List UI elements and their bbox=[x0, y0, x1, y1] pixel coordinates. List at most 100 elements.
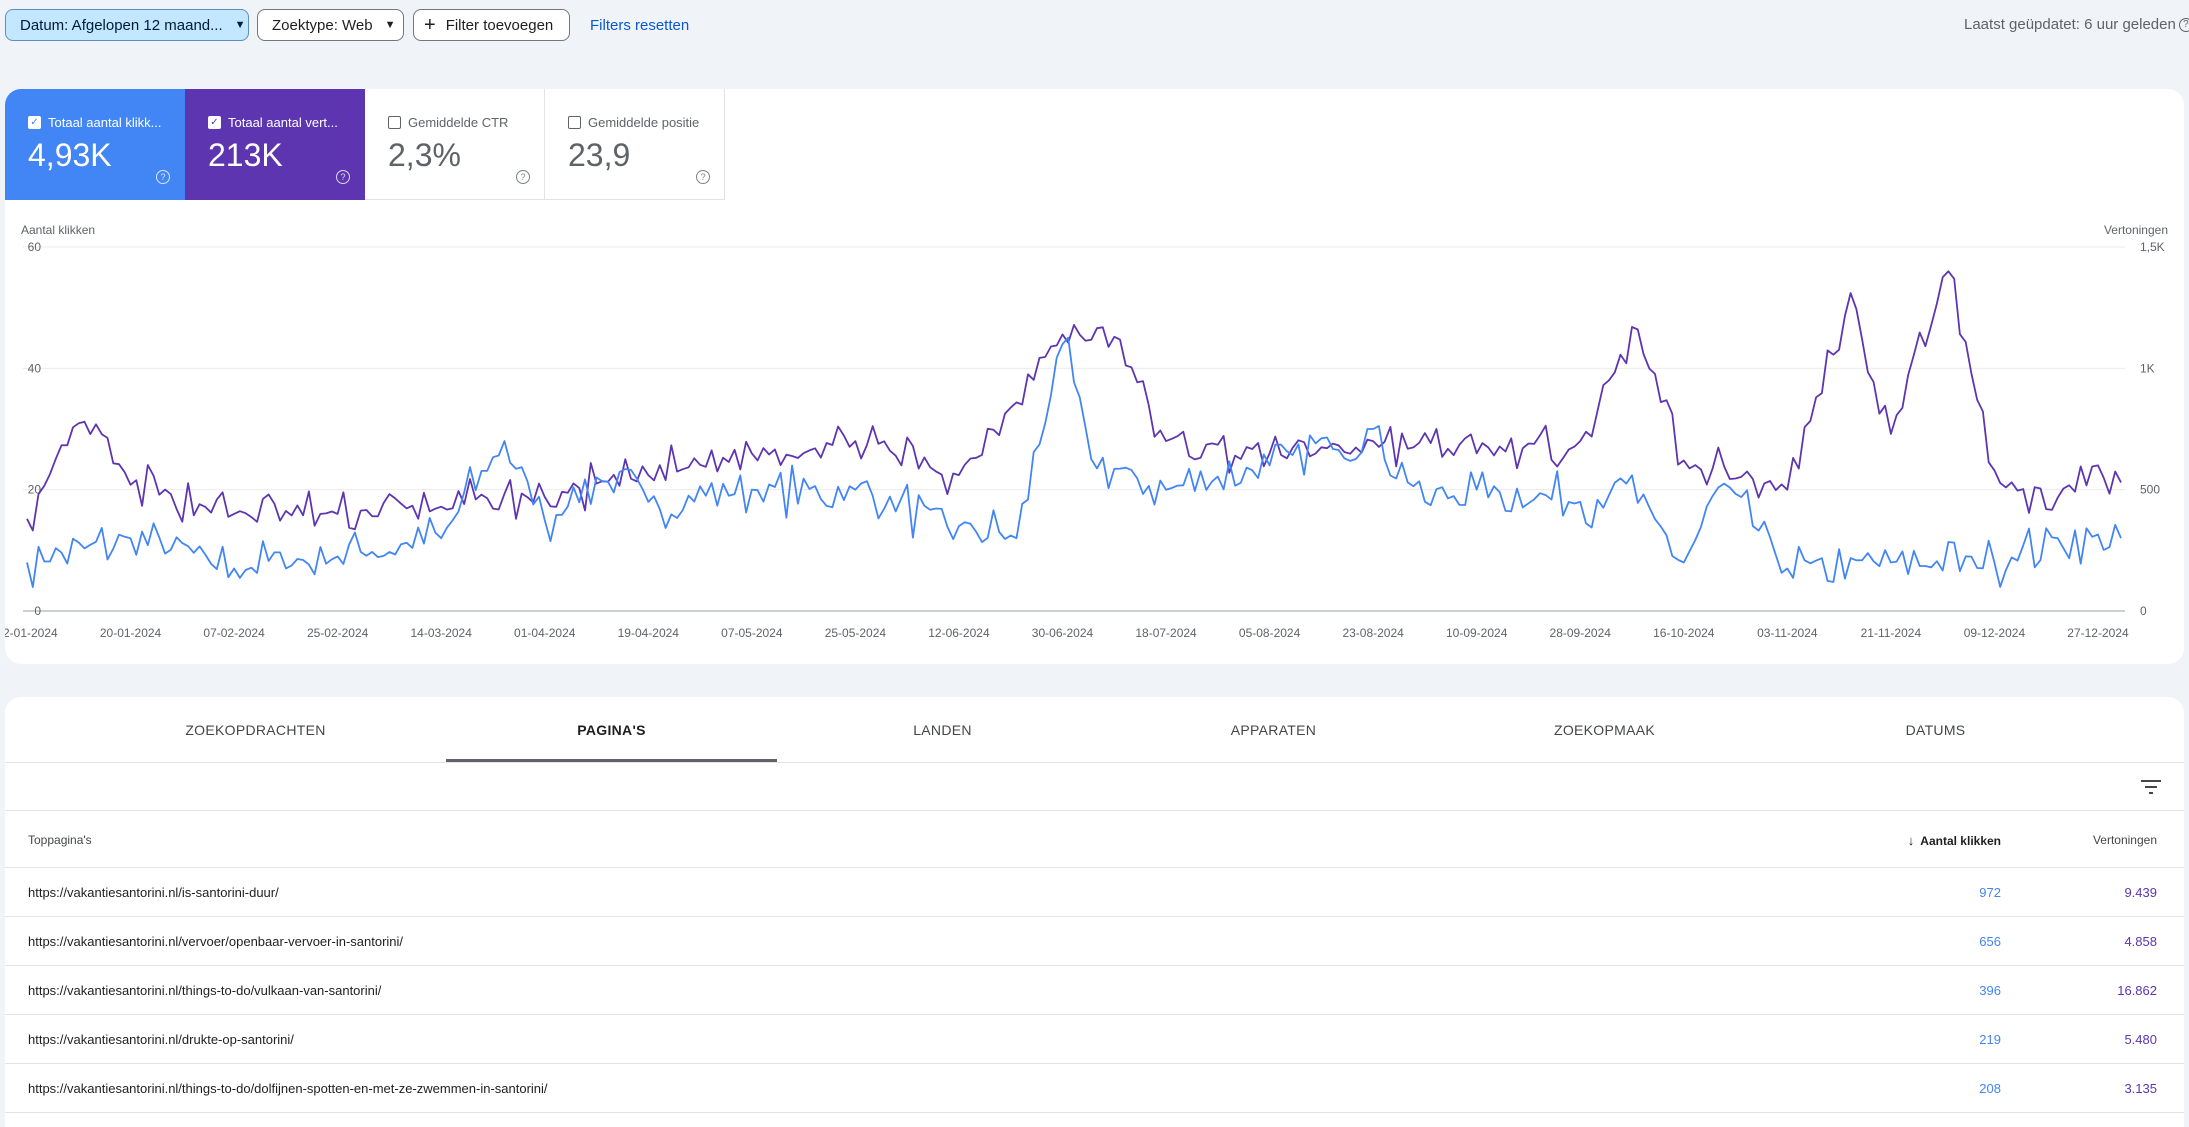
row-url[interactable]: https://vakantiesantorini.nl/things-to-d… bbox=[28, 983, 382, 998]
metric-average-position[interactable]: Gemiddelde positie 23,9 ? bbox=[545, 89, 725, 200]
y-tick-left: 40 bbox=[28, 361, 42, 375]
metric-label: Totaal aantal klikk... bbox=[48, 115, 162, 130]
filter-list-icon[interactable] bbox=[2141, 779, 2161, 795]
table-row[interactable]: https://vakantiesantorini.nl/things-to-d… bbox=[5, 966, 2184, 1015]
metric-average-ctr[interactable]: Gemiddelde CTR 2,3% ? bbox=[365, 89, 545, 200]
metric-value: 2,3% bbox=[388, 137, 461, 173]
x-tick: 01-04-2024 bbox=[514, 626, 576, 640]
row-clicks: 396 bbox=[1979, 983, 2001, 998]
chevron-down-icon: ▼ bbox=[234, 19, 246, 31]
x-tick: 27-12-2024 bbox=[2067, 626, 2129, 640]
help-icon[interactable]: ? bbox=[156, 170, 170, 184]
x-tick: 25-02-2024 bbox=[307, 626, 369, 640]
reset-filters-link[interactable]: Filters resetten bbox=[590, 17, 690, 34]
tab-dates[interactable]: DATUMS bbox=[1905, 721, 1966, 738]
x-tick: 05-08-2024 bbox=[1239, 626, 1301, 640]
tab-devices[interactable]: APPARATEN bbox=[1230, 721, 1317, 738]
x-tick: 30-06-2024 bbox=[1032, 626, 1094, 640]
x-tick: 12-06-2024 bbox=[928, 626, 990, 640]
row-impressions: 16.862 bbox=[2117, 983, 2157, 998]
table-row[interactable]: https://vakantiesantorini.nl/drukte-op-s… bbox=[5, 1015, 2184, 1064]
column-header-clicks[interactable]: ↓ Aantal klikken bbox=[1908, 833, 2001, 848]
y-tick-left: 0 bbox=[34, 604, 41, 618]
search-type-chip[interactable]: Zoektype: Web ▼ bbox=[257, 9, 404, 41]
table-row[interactable]: https://vakantiesantorini.nl/vervoer/ope… bbox=[5, 917, 2184, 966]
metric-total-impressions[interactable]: ✓ Totaal aantal vert... 213K ? bbox=[185, 89, 365, 200]
table-row[interactable]: https://vakantiesantorini.nl/things-to-d… bbox=[5, 1064, 2184, 1113]
right-axis-title: Vertoningen bbox=[2104, 223, 2168, 237]
tab-search-appearance[interactable]: ZOEKOPMAAK bbox=[1553, 721, 1656, 738]
x-tick: 21-11-2024 bbox=[1861, 626, 1922, 640]
column-header-impressions[interactable]: Vertoningen bbox=[2092, 833, 2157, 847]
row-url[interactable]: https://vakantiesantorini.nl/vervoer/ope… bbox=[28, 934, 404, 949]
row-impressions: 9.439 bbox=[2124, 885, 2157, 900]
metric-label: Gemiddelde positie bbox=[588, 115, 700, 130]
x-tick: 23-08-2024 bbox=[1342, 626, 1404, 640]
metric-label-row: ✓ Totaal aantal vert... bbox=[208, 115, 358, 130]
table-header: Toppagina's ↓ Aantal klikken Vertoningen bbox=[5, 811, 2184, 868]
metric-label: Totaal aantal vert... bbox=[228, 115, 338, 130]
table-row[interactable]: https://vakantiesantorini.nl/is-santorin… bbox=[5, 868, 2184, 917]
x-tick: 25-05-2024 bbox=[825, 626, 887, 640]
search-type-label: Zoektype: Web bbox=[272, 16, 373, 34]
metric-value: 4,93K bbox=[28, 137, 112, 173]
y-tick-left: 60 bbox=[28, 240, 42, 254]
row-impressions: 4.858 bbox=[2124, 934, 2157, 949]
row-impressions: 3.135 bbox=[2124, 1081, 2157, 1096]
impressions-series-line bbox=[26, 270, 2122, 532]
row-url[interactable]: https://vakantiesantorini.nl/is-santorin… bbox=[28, 885, 279, 900]
tab-queries[interactable]: ZOEKOPDRACHTEN bbox=[185, 721, 326, 738]
row-url[interactable]: https://vakantiesantorini.nl/drukte-op-s… bbox=[28, 1032, 294, 1047]
tab-countries[interactable]: LANDEN bbox=[913, 721, 972, 738]
last-updated-label: Laatst geüpdatet: 6 uur geleden bbox=[1964, 16, 2176, 33]
chart-series bbox=[26, 270, 2122, 589]
plus-icon: + bbox=[424, 14, 436, 36]
left-axis-title: Aantal klikken bbox=[21, 223, 95, 237]
x-tick: 09-12-2024 bbox=[1964, 626, 2026, 640]
checkbox-empty-icon[interactable] bbox=[568, 116, 581, 129]
help-icon[interactable]: ? bbox=[336, 170, 350, 184]
row-clicks: 656 bbox=[1979, 934, 2001, 949]
help-icon[interactable]: ? bbox=[696, 170, 710, 184]
x-tick: 07-02-2024 bbox=[203, 626, 265, 640]
chart-ticks: 0 20 40 60 0 500 1K 1,5K 02-01-2024 20-01-2024 07-… bbox=[5, 240, 2165, 640]
y-tick-left: 20 bbox=[28, 483, 42, 497]
filter-bar: Datum: Afgelopen 12 maand... ▼ Zoektype:… bbox=[0, 0, 2189, 52]
x-tick: 18-07-2024 bbox=[1135, 626, 1197, 640]
date-filter-chip[interactable]: Datum: Afgelopen 12 maand... ▼ bbox=[5, 9, 249, 41]
metric-label-row: Gemiddelde CTR bbox=[388, 115, 538, 130]
checkbox-checked-icon[interactable]: ✓ bbox=[28, 116, 41, 129]
metric-total-clicks[interactable]: ✓ Totaal aantal klikk... 4,93K ? bbox=[5, 89, 185, 200]
y-tick-right: 0 bbox=[2140, 604, 2147, 618]
clicks-series-line bbox=[26, 336, 2122, 589]
checkbox-empty-icon[interactable] bbox=[388, 116, 401, 129]
performance-card: ✓ Totaal aantal klikk... 4,93K ? ✓ Totaa… bbox=[5, 89, 2184, 664]
column-header-pages[interactable]: Toppagina's bbox=[28, 833, 92, 847]
row-clicks: 219 bbox=[1979, 1032, 2001, 1047]
tab-pages[interactable]: PAGINA'S bbox=[577, 721, 646, 738]
add-filter-button[interactable]: + Filter toevoegen bbox=[413, 9, 570, 41]
table-card: ZOEKOPDRACHTEN PAGINA'S LANDEN APPARATEN… bbox=[5, 697, 2184, 1127]
help-icon[interactable]: ? bbox=[2178, 18, 2189, 33]
last-updated-text: Laatst geüpdatet: 6 uur geleden? bbox=[1964, 16, 2189, 33]
dimension-tabs: ZOEKOPDRACHTEN PAGINA'S LANDEN APPARATEN… bbox=[5, 697, 2184, 763]
y-tick-right: 500 bbox=[2140, 483, 2160, 497]
help-icon[interactable]: ? bbox=[516, 170, 530, 184]
row-impressions: 5.480 bbox=[2124, 1032, 2157, 1047]
y-tick-right: 1K bbox=[2140, 361, 2155, 375]
date-filter-label: Datum: Afgelopen 12 maand... bbox=[20, 16, 223, 34]
x-tick: 03-11-2024 bbox=[1757, 626, 1818, 640]
metric-label: Gemiddelde CTR bbox=[408, 115, 509, 130]
performance-chart[interactable]: Aantal klikken Vertoningen 0 20 40 60 0 500 1K… bbox=[5, 89, 2184, 664]
metric-label-row: ✓ Totaal aantal klikk... bbox=[28, 115, 178, 130]
column-header-clicks-label: Aantal klikken bbox=[1920, 834, 2001, 848]
chevron-down-icon: ▼ bbox=[384, 19, 396, 31]
x-tick: 14-03-2024 bbox=[411, 626, 473, 640]
checkbox-checked-icon[interactable]: ✓ bbox=[208, 116, 221, 129]
table-filter-row bbox=[5, 763, 2184, 811]
row-clicks: 208 bbox=[1979, 1081, 2001, 1096]
row-url[interactable]: https://vakantiesantorini.nl/things-to-d… bbox=[28, 1081, 548, 1096]
selected-tab-indicator bbox=[446, 759, 777, 762]
metric-label-row: Gemiddelde positie bbox=[568, 115, 718, 130]
x-tick: 28-09-2024 bbox=[1550, 626, 1612, 640]
